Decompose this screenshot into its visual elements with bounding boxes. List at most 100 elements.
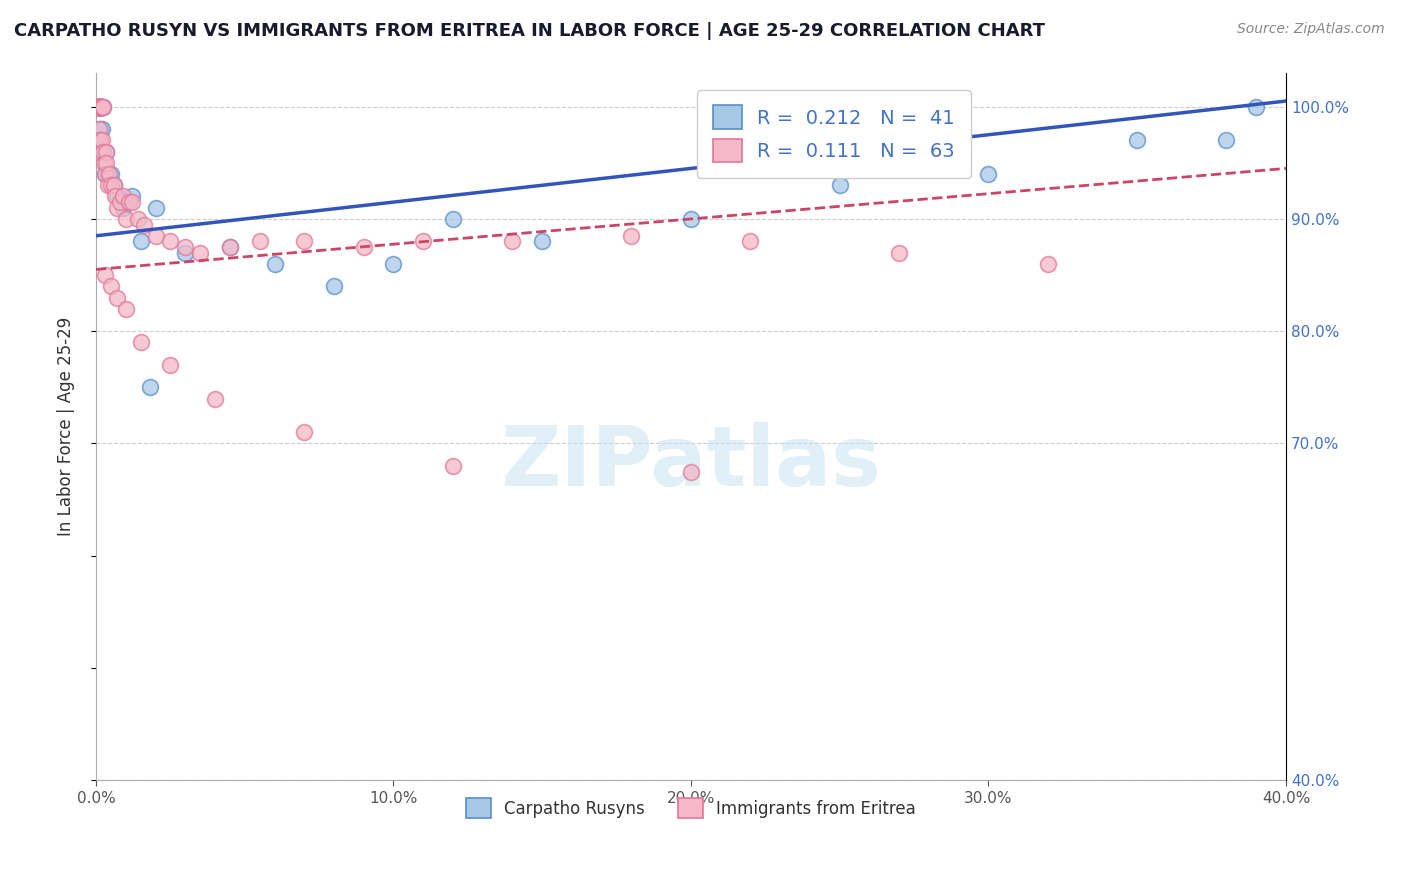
Point xyxy=(129,235,152,249)
Point xyxy=(89,133,111,147)
Text: ZIPatlas: ZIPatlas xyxy=(501,422,882,502)
Point xyxy=(89,122,111,136)
Point xyxy=(90,100,112,114)
Point xyxy=(108,195,131,210)
Point xyxy=(353,240,375,254)
Y-axis label: In Labor Force | Age 25-29: In Labor Force | Age 25-29 xyxy=(58,317,75,536)
Point xyxy=(91,100,114,114)
Point xyxy=(129,335,152,350)
Point xyxy=(93,156,115,170)
Point xyxy=(94,268,117,282)
Point xyxy=(90,100,112,114)
Point xyxy=(174,240,197,254)
Point xyxy=(620,228,643,243)
Point xyxy=(89,100,111,114)
Point xyxy=(531,235,554,249)
Point xyxy=(1215,133,1237,147)
Point xyxy=(127,211,149,226)
Point xyxy=(87,100,110,114)
Point xyxy=(121,195,143,210)
Point xyxy=(93,100,115,114)
Point xyxy=(159,235,181,249)
Point xyxy=(100,279,122,293)
Point xyxy=(114,301,136,316)
Point xyxy=(89,100,111,114)
Point xyxy=(97,167,120,181)
Point xyxy=(87,145,110,159)
Point xyxy=(138,380,160,394)
Point xyxy=(105,291,128,305)
Text: Source: ZipAtlas.com: Source: ZipAtlas.com xyxy=(1237,22,1385,37)
Point xyxy=(87,100,110,114)
Point xyxy=(679,465,702,479)
Point xyxy=(249,235,271,249)
Point xyxy=(977,167,1000,181)
Point xyxy=(87,100,110,114)
Point xyxy=(87,100,110,114)
Point xyxy=(441,211,464,226)
Point xyxy=(91,133,114,147)
Point xyxy=(100,167,122,181)
Point xyxy=(502,235,524,249)
Point xyxy=(219,240,242,254)
Point xyxy=(111,201,134,215)
Point xyxy=(382,257,405,271)
Point xyxy=(111,189,134,203)
Point xyxy=(91,100,114,114)
Point xyxy=(97,178,120,193)
Point xyxy=(118,195,141,210)
Point xyxy=(100,178,122,193)
Point xyxy=(1126,133,1149,147)
Point xyxy=(89,100,111,114)
Point xyxy=(159,358,181,372)
Point xyxy=(94,145,117,159)
Point xyxy=(87,100,110,114)
Point xyxy=(114,195,136,210)
Point xyxy=(86,100,108,114)
Point xyxy=(292,235,315,249)
Point xyxy=(103,178,125,193)
Point xyxy=(174,245,197,260)
Point xyxy=(292,425,315,440)
Point xyxy=(219,240,242,254)
Point xyxy=(89,133,111,147)
Point xyxy=(889,245,911,260)
Point xyxy=(93,145,115,159)
Point xyxy=(98,167,121,181)
Point xyxy=(87,100,110,114)
Point xyxy=(1036,257,1059,271)
Point xyxy=(89,100,111,114)
Point xyxy=(87,100,110,114)
Point xyxy=(90,100,112,114)
Point xyxy=(89,100,111,114)
Point xyxy=(740,235,762,249)
Point xyxy=(89,100,111,114)
Legend: Carpatho Rusyns, Immigrants from Eritrea: Carpatho Rusyns, Immigrants from Eritrea xyxy=(460,791,922,825)
Point xyxy=(91,100,114,114)
Point xyxy=(323,279,346,293)
Point xyxy=(145,228,167,243)
Point xyxy=(87,133,110,147)
Point xyxy=(114,211,136,226)
Point xyxy=(87,100,110,114)
Point xyxy=(412,235,434,249)
Point xyxy=(91,122,114,136)
Point xyxy=(679,211,702,226)
Point xyxy=(96,156,118,170)
Point xyxy=(90,100,112,114)
Point xyxy=(89,100,111,114)
Point xyxy=(94,167,117,181)
Point xyxy=(828,178,851,193)
Point xyxy=(90,100,112,114)
Point xyxy=(105,201,128,215)
Point xyxy=(96,145,118,159)
Point xyxy=(121,189,143,203)
Point xyxy=(87,100,110,114)
Point xyxy=(1244,100,1267,114)
Point xyxy=(204,392,226,406)
Point xyxy=(94,167,117,181)
Point xyxy=(104,189,127,203)
Point xyxy=(441,458,464,473)
Point xyxy=(103,178,125,193)
Point xyxy=(89,100,111,114)
